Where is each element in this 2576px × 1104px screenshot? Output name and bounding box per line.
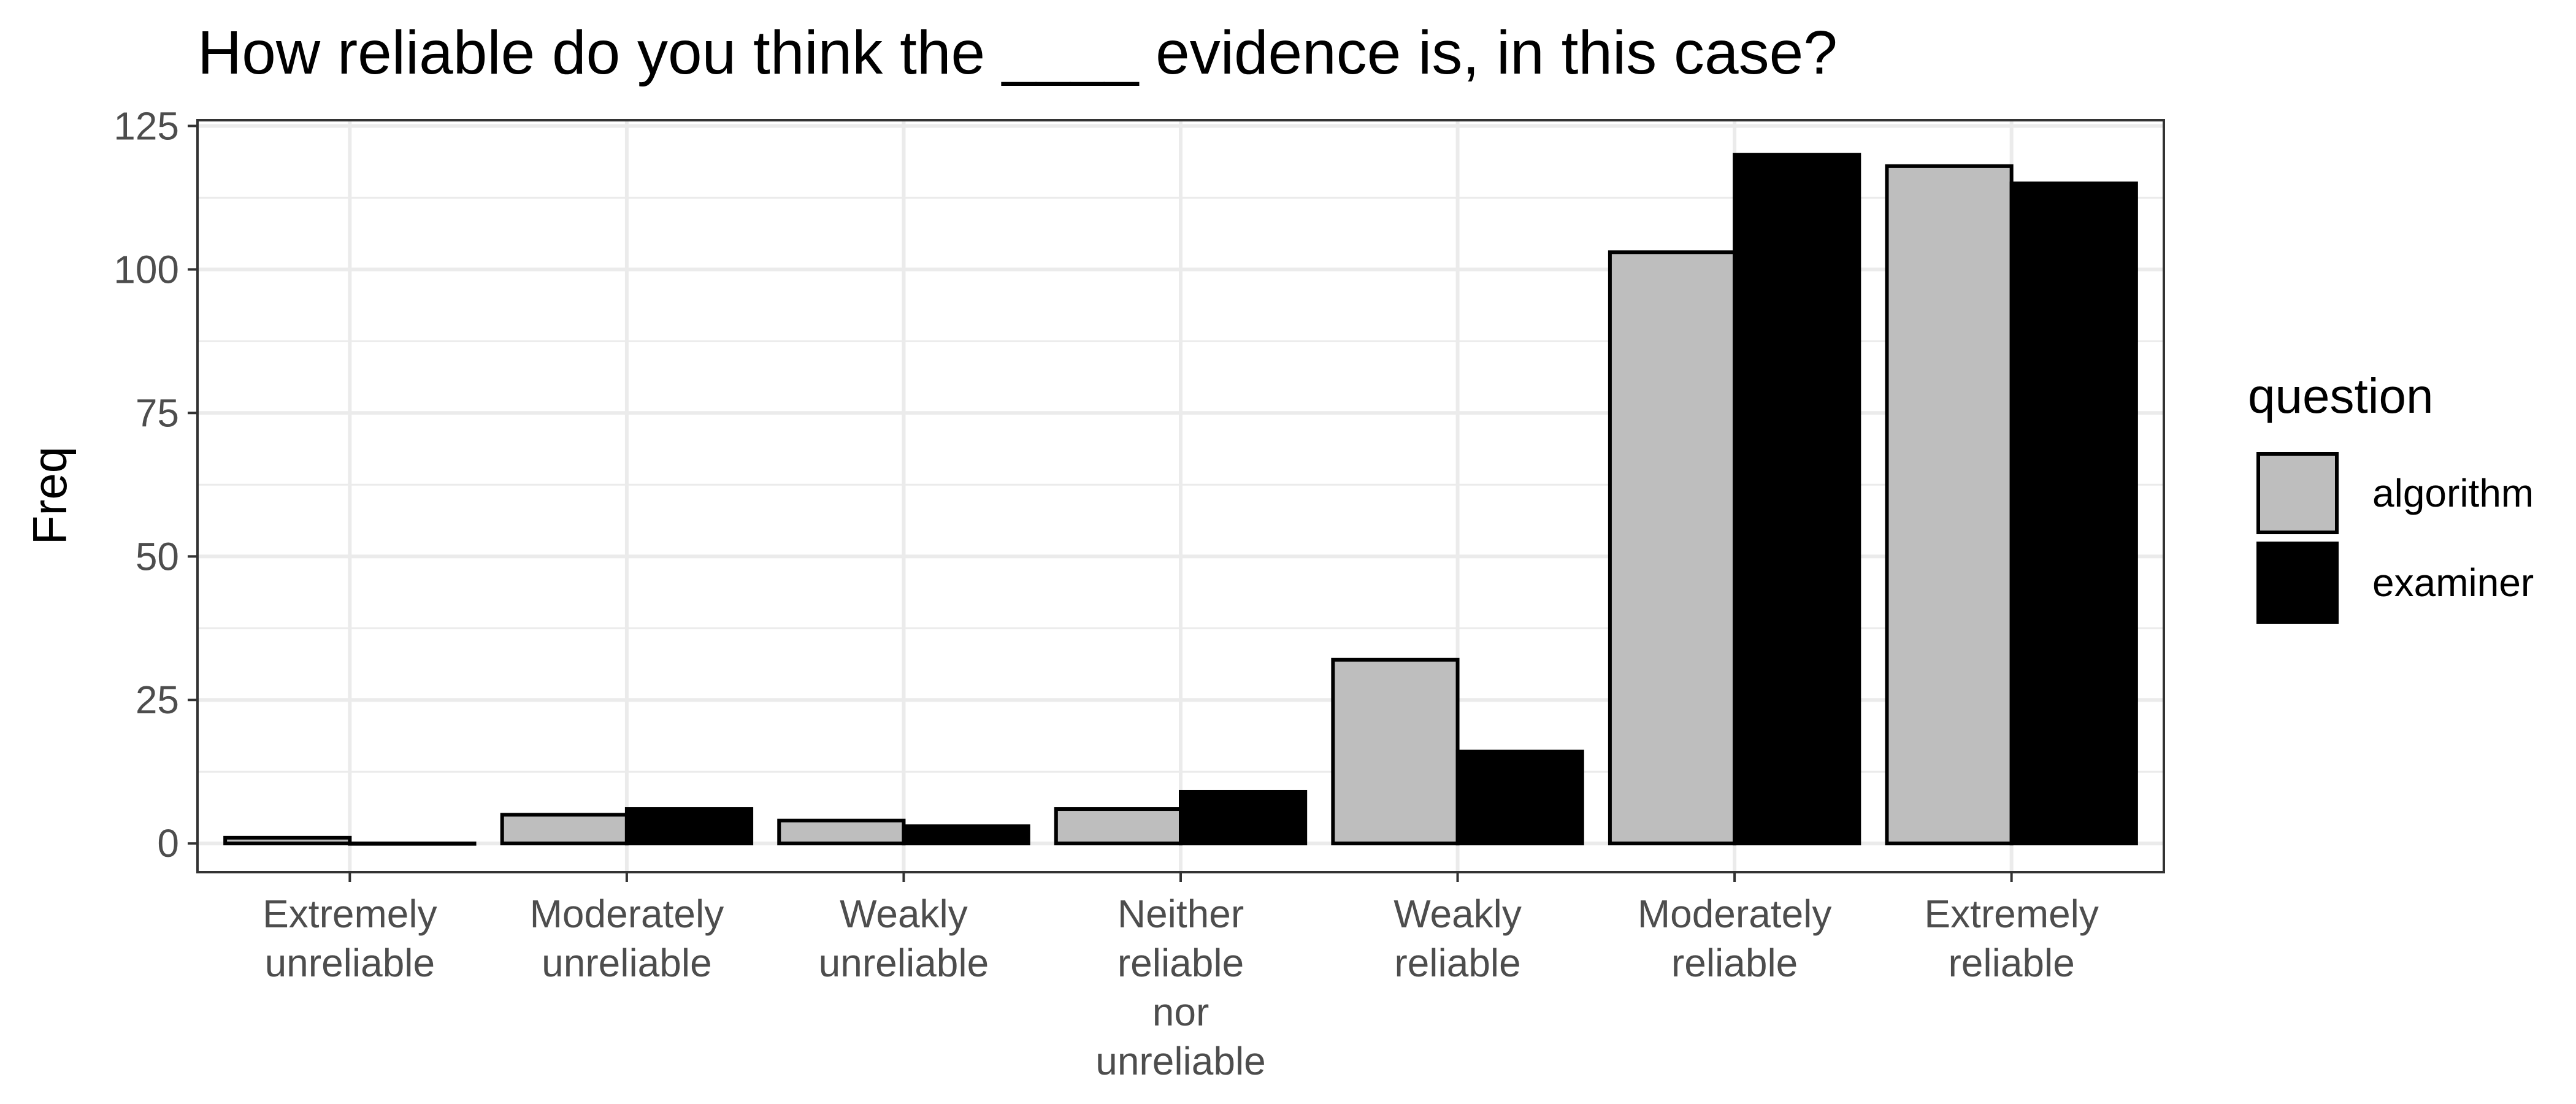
y-tick-label: 125	[113, 104, 179, 148]
x-tick-label: Weakly reliable	[1393, 892, 1522, 985]
legend: question algorithm examiner	[2248, 369, 2534, 624]
chart-title: How reliable do you think the ____ evide…	[197, 18, 1838, 87]
bar-algorithm-1	[500, 813, 629, 846]
y-tick-label: 0	[157, 821, 179, 865]
bar-examiner-6	[2009, 181, 2138, 846]
bar-algorithm-2	[777, 818, 906, 846]
bar-examiner-5	[1733, 153, 1861, 846]
bar-algorithm-6	[1885, 164, 2014, 846]
y-axis-title: Freq	[23, 447, 77, 545]
bar-examiner-3	[1179, 789, 1308, 846]
x-tick-label: Moderately reliable	[1638, 892, 1832, 985]
bar-examiner-0	[348, 841, 477, 846]
legend-label-examiner: examiner	[2372, 561, 2534, 605]
x-tick-label: Extremely reliable	[1924, 892, 2099, 985]
legend-title: question	[2248, 369, 2433, 423]
bar-algorithm-5	[1608, 250, 1737, 846]
x-tick-label: Extremely unreliable	[263, 892, 437, 985]
bar-examiner-2	[902, 824, 1030, 846]
bar-examiner-1	[624, 807, 754, 846]
y-tick-label: 25	[136, 678, 179, 722]
x-tick-label: Neither reliable nor unreliable	[1095, 892, 1266, 1083]
x-tick-label: Moderately unreliable	[530, 892, 724, 985]
bar-algorithm-0	[223, 835, 352, 846]
plot-area: 0 25 50 75 100 125 Extremely unreliable Moderate…	[113, 104, 2165, 1083]
bar-algorithm-4	[1331, 657, 1460, 846]
y-tick-label: 50	[136, 534, 179, 578]
y-tick-label: 75	[136, 391, 179, 435]
legend-swatch-examiner	[2256, 542, 2339, 624]
legend-swatch-algorithm	[2256, 452, 2339, 534]
legend-label-algorithm: algorithm	[2372, 471, 2534, 515]
y-tick-label: 100	[113, 247, 179, 291]
x-tick-label: Weakly unreliable	[819, 892, 989, 985]
bar-algorithm-3	[1054, 807, 1183, 846]
bar-examiner-4	[1455, 749, 1584, 846]
